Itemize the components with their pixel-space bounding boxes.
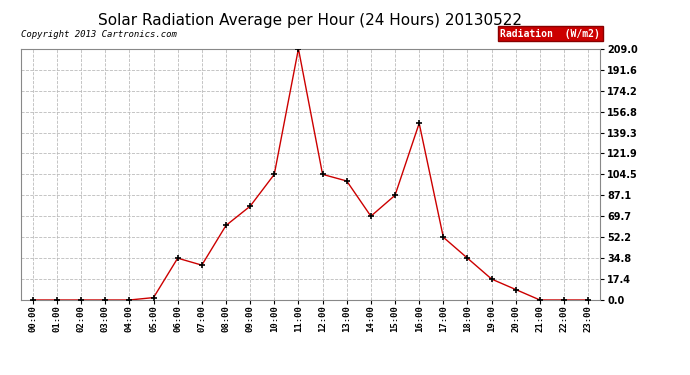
Text: Solar Radiation Average per Hour (24 Hours) 20130522: Solar Radiation Average per Hour (24 Hou…	[99, 13, 522, 28]
Text: Radiation  (W/m2): Radiation (W/m2)	[500, 28, 600, 39]
Text: Copyright 2013 Cartronics.com: Copyright 2013 Cartronics.com	[21, 30, 177, 39]
